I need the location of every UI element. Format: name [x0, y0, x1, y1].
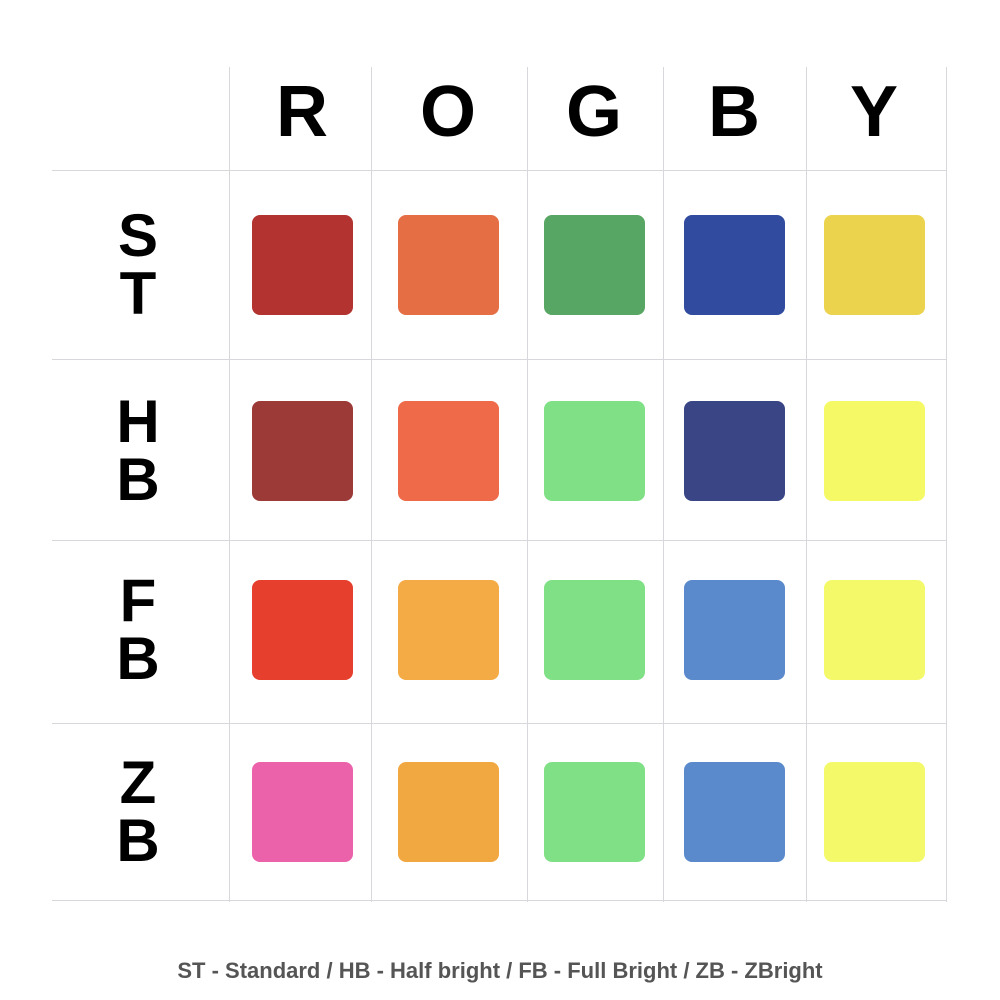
color-swatch-g [544, 762, 645, 862]
grid-line-vertical [663, 67, 664, 902]
row-header-letter: B [116, 807, 160, 874]
color-swatch-r [252, 580, 353, 680]
color-swatch-b [684, 762, 785, 862]
color-swatch-r [252, 401, 353, 501]
color-swatch-o [398, 762, 499, 862]
column-header: G [565, 72, 622, 152]
grid-line-vertical [371, 67, 372, 902]
grid-line-horizontal [52, 170, 947, 171]
row-header-letter: B [116, 446, 160, 513]
legend-footer: ST - Standard / HB - Half bright / FB - … [177, 958, 823, 983]
color-swatch-y [824, 215, 925, 315]
row-header-letter: Z [119, 749, 157, 816]
color-swatch-o [398, 401, 499, 501]
grid-line-vertical [946, 67, 947, 902]
color-swatch-y [824, 762, 925, 862]
color-swatch-o [398, 215, 499, 315]
color-swatch-y [824, 580, 925, 680]
color-swatch-r [252, 215, 353, 315]
row-header-letter: H [116, 388, 160, 455]
color-swatch-g [544, 580, 645, 680]
color-swatch-b [684, 580, 785, 680]
row-header-letter: B [116, 625, 160, 692]
color-swatch-b [684, 401, 785, 501]
row-header-letter: S [117, 202, 159, 269]
row-header-letter: T [119, 260, 157, 327]
column-header: B [708, 72, 760, 152]
grid-line-vertical [229, 67, 230, 902]
color-swatch-b [684, 215, 785, 315]
row-header-letter: F [119, 567, 157, 634]
column-header: R [276, 72, 328, 152]
grid-line-horizontal [52, 540, 947, 541]
color-swatch-o [398, 580, 499, 680]
color-swatch-r [252, 762, 353, 862]
grid-line-horizontal [52, 723, 947, 724]
grid-line-vertical [806, 67, 807, 902]
grid-line-vertical [527, 67, 528, 902]
column-header: Y [849, 72, 899, 152]
column-header: O [419, 72, 476, 152]
grid-line-horizontal [52, 359, 947, 360]
color-swatch-g [544, 215, 645, 315]
color-swatch-y [824, 401, 925, 501]
grid-line-horizontal [52, 900, 947, 901]
color-swatch-g [544, 401, 645, 501]
